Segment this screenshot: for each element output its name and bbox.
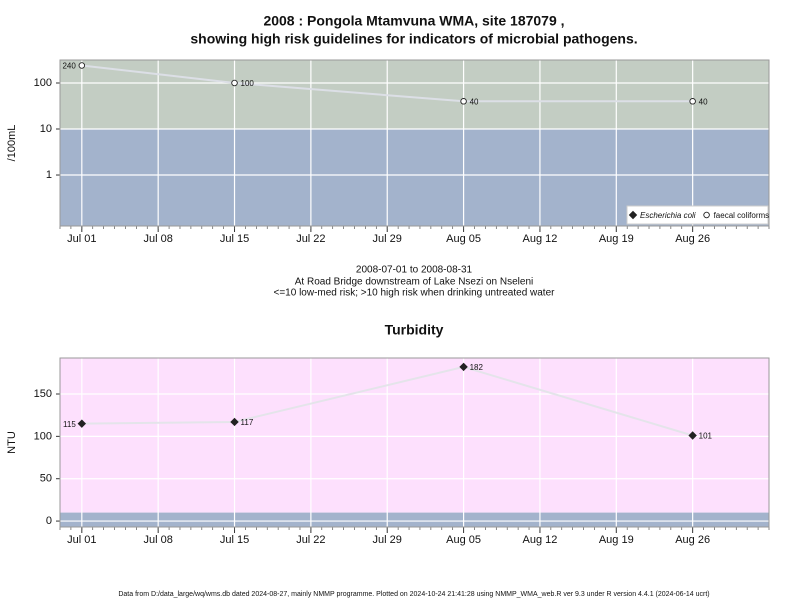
data-label: 240 [62, 62, 76, 71]
caption-line: At Road Bridge downstream of Lake Nsezi … [295, 277, 533, 288]
marker [231, 79, 238, 87]
x-tick-label: Aug 26 [675, 233, 710, 245]
data-label: 117 [241, 418, 254, 427]
marker [460, 98, 467, 105]
data-label: 182 [470, 363, 484, 372]
data-label: 115 [63, 420, 76, 429]
legend-box [626, 205, 769, 225]
chart-title: 2008 : Pongola Mtamvuna WMA, site 187079… [263, 13, 564, 29]
y-tick-label: 100 [34, 77, 52, 89]
x-tick-label: Aug 19 [599, 534, 634, 546]
x-tick-label: Aug 19 [599, 233, 634, 245]
data-label: 40 [470, 97, 479, 106]
data-label: 40 [699, 97, 708, 106]
x-tick-label: Aug 12 [523, 233, 558, 245]
data-label: 100 [241, 79, 255, 88]
marker [689, 98, 696, 105]
caption-line: 2008-07-01 to 2008-08-31 [356, 265, 473, 276]
marker [230, 417, 239, 427]
y-tick-label: 150 [34, 388, 52, 400]
legend-label: faecal coliforms [714, 211, 770, 220]
risk-band-high [60, 60, 769, 130]
marker [459, 362, 468, 372]
x-tick-label: Jul 08 [143, 534, 172, 546]
legend-label: Escherichia coli [640, 211, 696, 220]
x-tick-label: Aug 12 [523, 534, 558, 546]
marker [77, 419, 87, 428]
x-tick-label: Jul 29 [373, 534, 402, 546]
caption-line: <=10 low-med risk; >10 high risk when dr… [274, 288, 556, 299]
marker [688, 431, 697, 440]
x-tick-label: Jul 22 [296, 534, 325, 546]
y-tick-label: 50 [40, 473, 52, 485]
marker [703, 211, 710, 219]
marker [628, 210, 638, 220]
y-axis-label: /100mL [6, 125, 18, 162]
x-tick-label: Jul 15 [220, 233, 249, 245]
x-tick-label: Jul 01 [67, 534, 96, 546]
x-tick-label: Jul 22 [296, 233, 325, 245]
chart-title: showing high risk guidelines for indicat… [190, 31, 637, 47]
x-tick-label: Aug 05 [446, 534, 481, 546]
risk-band-low [60, 512, 769, 527]
risk-band-high [60, 358, 769, 513]
marker [78, 62, 86, 69]
y-tick-label: 0 [46, 515, 52, 527]
plot-frame [59, 357, 770, 528]
legend: Escherichia coli faecal coliforms [626, 205, 770, 225]
y-tick-label: 100 [34, 430, 52, 442]
x-tick-label: Jul 15 [220, 534, 249, 546]
y-tick-label: 1 [46, 169, 52, 181]
chart-title: Turbidity [385, 322, 444, 338]
plot-frame [59, 59, 770, 227]
y-tick-label: 10 [40, 123, 52, 135]
series-line [81, 365, 693, 437]
series-line [81, 64, 693, 103]
x-tick-label: Aug 05 [446, 233, 481, 245]
footer: Data from D:/data_large/wq/wms.db dated … [118, 591, 709, 598]
x-tick-label: Jul 29 [373, 233, 402, 245]
x-tick-label: Aug 26 [675, 534, 710, 546]
x-tick-label: Jul 01 [67, 233, 96, 245]
y-axis-label: NTU [6, 431, 18, 454]
x-tick-label: Jul 08 [143, 233, 172, 245]
data-label: 101 [699, 432, 713, 441]
